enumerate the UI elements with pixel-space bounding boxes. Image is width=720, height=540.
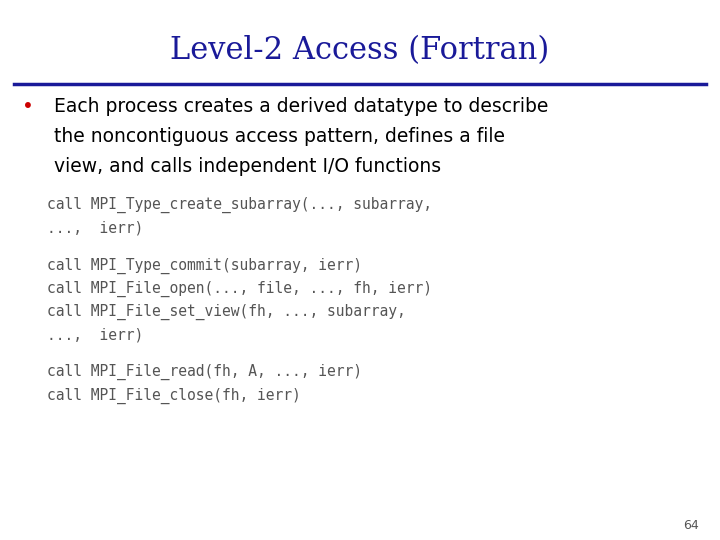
- Text: call MPI_File_read(fh, A, ..., ierr): call MPI_File_read(fh, A, ..., ierr): [47, 364, 362, 381]
- Text: call MPI_File_set_view(fh, ..., subarray,: call MPI_File_set_view(fh, ..., subarray…: [47, 304, 405, 320]
- Text: ...,  ierr): ..., ierr): [47, 327, 143, 342]
- Text: call MPI_Type_create_subarray(..., subarray,: call MPI_Type_create_subarray(..., subar…: [47, 197, 432, 213]
- Text: •: •: [22, 97, 33, 116]
- Text: Each process creates a derived datatype to describe: Each process creates a derived datatype …: [54, 97, 549, 116]
- Text: call MPI_File_close(fh, ierr): call MPI_File_close(fh, ierr): [47, 388, 300, 404]
- Text: call MPI_File_open(..., file, ..., fh, ierr): call MPI_File_open(..., file, ..., fh, i…: [47, 281, 432, 297]
- Text: call MPI_Type_commit(subarray, ierr): call MPI_Type_commit(subarray, ierr): [47, 258, 362, 274]
- Text: view, and calls independent I/O functions: view, and calls independent I/O function…: [54, 157, 441, 176]
- Text: Level-2 Access (Fortran): Level-2 Access (Fortran): [171, 35, 549, 66]
- Text: the noncontiguous access pattern, defines a file: the noncontiguous access pattern, define…: [54, 127, 505, 146]
- Text: 64: 64: [683, 519, 698, 532]
- Text: ...,  ierr): ..., ierr): [47, 220, 143, 235]
